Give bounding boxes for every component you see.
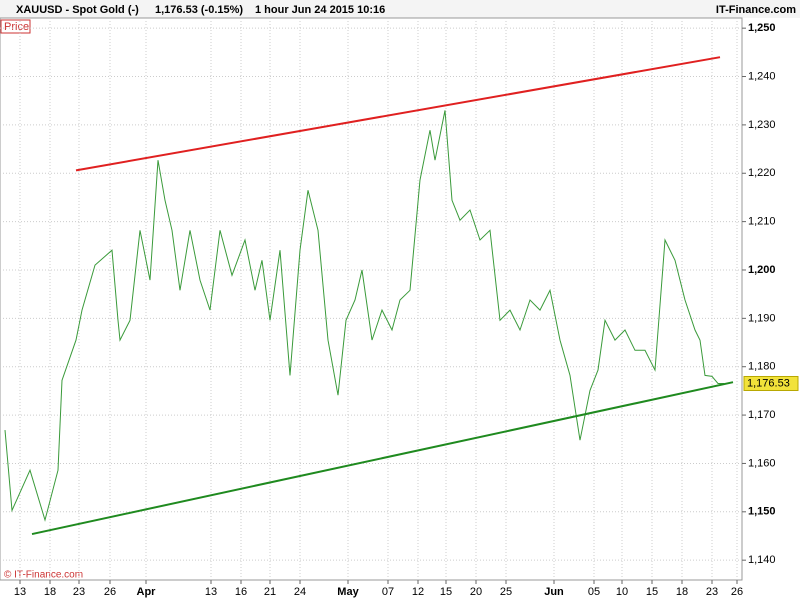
x-tick-label: Jun xyxy=(544,586,564,598)
chart-title: XAUUSD - Spot Gold (-) xyxy=(16,4,139,16)
x-tick-label: 26 xyxy=(104,586,116,598)
y-tick-label: 1,190 xyxy=(748,312,776,324)
last-value-box xyxy=(743,375,799,391)
x-tick-label: May xyxy=(337,586,359,598)
x-tick-label: 18 xyxy=(44,586,56,598)
y-tick-label: 1,250 xyxy=(748,22,776,34)
y-tick-label: 1,200 xyxy=(748,264,776,276)
y-tick-label: 1,160 xyxy=(748,457,776,469)
x-tick-label: 18 xyxy=(676,586,688,598)
brand: IT-Finance.com xyxy=(716,4,796,16)
x-tick-label: 23 xyxy=(706,586,718,598)
x-tick-label: 21 xyxy=(264,586,276,598)
header: XAUUSD - Spot Gold (-) 1,176.53 (-0.15%)… xyxy=(16,4,796,16)
x-tick-label: 13 xyxy=(14,586,26,598)
quote: 1,176.53 (-0.15%) xyxy=(155,4,243,16)
trend-line xyxy=(75,56,721,172)
period: 1 hour Jun 24 2015 10:16 xyxy=(255,4,385,16)
x-tick-label: 13 xyxy=(205,586,217,598)
x-tick-label: 16 xyxy=(235,586,247,598)
copyright: © IT-Finance.com xyxy=(4,570,83,581)
grid xyxy=(0,18,742,580)
x-tick-label: 15 xyxy=(440,586,452,598)
x-tick-label: 23 xyxy=(73,586,85,598)
x-tick-label: 10 xyxy=(616,586,628,598)
y-tick-label: 1,230 xyxy=(748,119,776,131)
x-tick-label: Apr xyxy=(137,586,157,598)
x-tick-label: 15 xyxy=(646,586,658,598)
header-bar xyxy=(0,0,800,18)
plot-frame xyxy=(0,17,743,581)
y-tick-label: 1,210 xyxy=(748,216,776,228)
series-label-box xyxy=(0,19,31,34)
y-tick-label: 1,240 xyxy=(748,70,776,82)
series-label: Price xyxy=(4,21,29,33)
plot xyxy=(4,56,734,536)
price-line xyxy=(4,110,724,522)
x-tick-label: 25 xyxy=(500,586,512,598)
last-value-label: 1,176.53 xyxy=(747,377,790,389)
y-tick-label: 1,170 xyxy=(748,409,776,421)
x-tick-label: 12 xyxy=(412,586,424,598)
axes: 1,140 1,150 1,160 1,170 1,180 1,190 1,200 1,210… xyxy=(14,22,799,598)
y-tick-label: 1,220 xyxy=(748,167,776,179)
trend-line xyxy=(31,381,734,536)
x-tick-label: 26 xyxy=(731,586,743,598)
x-tick-label: 05 xyxy=(588,586,600,598)
x-tick-label: 24 xyxy=(294,586,306,598)
x-tick-label: 20 xyxy=(470,586,482,598)
x-tick-label: 07 xyxy=(382,586,394,598)
y-tick-label: 1,180 xyxy=(748,361,776,373)
y-tick-label: 1,140 xyxy=(748,554,776,566)
y-tick-label: 1,150 xyxy=(748,506,776,518)
